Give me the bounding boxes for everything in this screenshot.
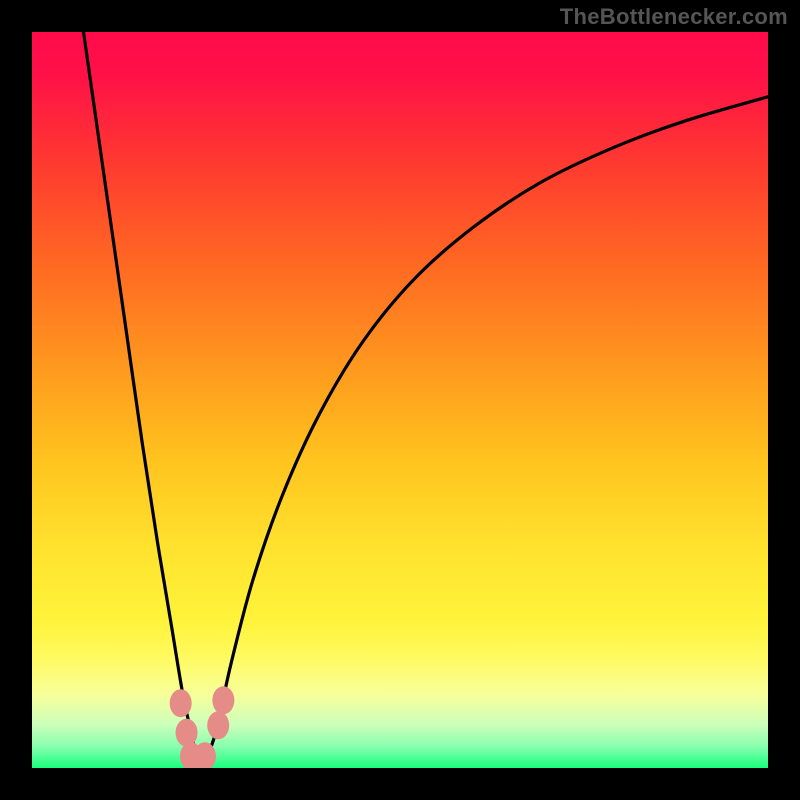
chart-overlay	[32, 32, 768, 768]
marker-dot	[207, 711, 229, 739]
marker-dot	[170, 689, 192, 717]
curve-markers	[170, 686, 235, 768]
watermark-text: TheBottlenecker.com	[560, 4, 788, 30]
marker-dot	[176, 719, 198, 747]
bottleneck-curve	[84, 32, 768, 766]
marker-dot	[212, 686, 234, 714]
